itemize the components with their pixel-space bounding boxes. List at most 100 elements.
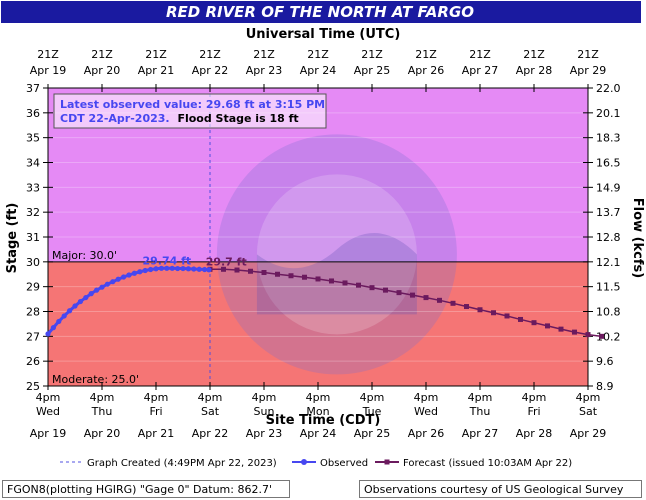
observed-point bbox=[191, 266, 197, 272]
forecast-point bbox=[329, 278, 334, 284]
observed-point bbox=[67, 308, 73, 314]
forecast-point bbox=[261, 270, 267, 276]
utc-tick-date: Apr 25 bbox=[354, 64, 391, 77]
cdt-tick-time: 4pm bbox=[36, 391, 61, 404]
cdt-tick-date: Apr 24 bbox=[300, 427, 337, 440]
cdt-tick-date: Apr 22 bbox=[192, 427, 229, 440]
cdt-tick-day: Thu bbox=[469, 405, 491, 418]
utc-tick-date: Apr 29 bbox=[570, 64, 607, 77]
cdt-tick-time: 4pm bbox=[144, 391, 169, 404]
data-label-forecast: 29.7 ft bbox=[206, 255, 247, 268]
observed-point bbox=[99, 284, 105, 290]
observed-point bbox=[126, 272, 132, 278]
forecast-point bbox=[221, 266, 226, 272]
flow-axis-title: Flow (kcfs) bbox=[630, 198, 645, 278]
stage-tick-label: 26 bbox=[26, 355, 40, 368]
forecast-point bbox=[288, 273, 294, 279]
observed-point bbox=[88, 291, 94, 297]
legend-observed-marker bbox=[301, 459, 307, 465]
stage-tick-label: 34 bbox=[26, 157, 40, 170]
cdt-tick-date: Apr 25 bbox=[354, 427, 391, 440]
utc-tick-date: Apr 21 bbox=[138, 64, 175, 77]
legend-observed: Observed bbox=[320, 458, 368, 469]
utc-tick-hour: 21Z bbox=[145, 48, 167, 61]
forecast-point bbox=[248, 268, 253, 274]
cdt-tick-day: Tue bbox=[362, 405, 382, 418]
forecast-point bbox=[599, 333, 604, 339]
observed-point bbox=[110, 279, 116, 285]
cdt-tick-date: Apr 23 bbox=[246, 427, 283, 440]
observed-point bbox=[142, 267, 148, 274]
stage-axis-title: Stage (ft) bbox=[5, 203, 20, 274]
observed-point bbox=[72, 303, 78, 309]
cdt-tick-day: Sat bbox=[579, 405, 598, 418]
cdt-tick-time: 4pm bbox=[252, 391, 277, 404]
utc-tick-date: Apr 28 bbox=[516, 64, 553, 77]
flow-tick-label: 12.8 bbox=[596, 231, 621, 244]
noaa-watermark-wave bbox=[256, 233, 417, 315]
forecast-point bbox=[234, 267, 240, 273]
stage-tick-label: 33 bbox=[26, 181, 40, 194]
cdt-tick-time: 4pm bbox=[414, 391, 439, 404]
utc-tick-hour: 21Z bbox=[361, 48, 383, 61]
cdt-tick-time: 4pm bbox=[576, 391, 601, 404]
flow-tick-label: 11.5 bbox=[596, 281, 621, 294]
forecast-point bbox=[545, 323, 550, 329]
observed-point bbox=[185, 266, 191, 272]
cdt-tick-date: Apr 29 bbox=[570, 427, 607, 440]
legend-graph-created: Graph Created (4:49PM Apr 22, 2023) bbox=[87, 458, 277, 469]
observed-point bbox=[131, 270, 137, 276]
utc-tick-hour: 21Z bbox=[199, 48, 221, 61]
cdt-axis-title: Site Time (CDT) bbox=[266, 413, 381, 428]
forecast-point bbox=[572, 329, 577, 335]
stage-tick-label: 27 bbox=[26, 330, 40, 343]
observed-date-text: CDT 22-Apr-2023. bbox=[60, 112, 170, 125]
noaa-watermark-outer bbox=[216, 134, 457, 375]
flow-tick-label: 20.1 bbox=[596, 107, 621, 120]
forecast-point bbox=[396, 290, 402, 296]
flow-tick-label: 10.2 bbox=[596, 330, 621, 343]
observed-point bbox=[45, 331, 51, 337]
cdt-tick-date: Apr 19 bbox=[30, 427, 67, 440]
stage-tick-label: 31 bbox=[26, 231, 40, 244]
utc-tick-hour: 21Z bbox=[523, 48, 545, 61]
stage-tick-label: 35 bbox=[26, 132, 40, 145]
legend: Graph Created (4:49PM Apr 22, 2023) Obser… bbox=[60, 458, 572, 469]
forecast-point bbox=[450, 300, 456, 306]
utc-tick-hour: 21Z bbox=[307, 48, 329, 61]
forecast-point bbox=[356, 282, 361, 288]
cdt-tick-date: Apr 27 bbox=[462, 427, 499, 440]
observed-point bbox=[94, 287, 100, 293]
cdt-tick-time: 4pm bbox=[468, 391, 493, 404]
cdt-tick-date: Apr 21 bbox=[138, 427, 175, 440]
forecast-point bbox=[369, 285, 375, 291]
stage-tick-label: 36 bbox=[26, 107, 40, 120]
forecast-point bbox=[531, 320, 537, 326]
utc-tick-date: Apr 20 bbox=[84, 64, 121, 77]
observed-point bbox=[77, 298, 83, 305]
utc-tick-date: Apr 26 bbox=[408, 64, 445, 77]
forecast-point bbox=[383, 287, 388, 293]
flow-tick-label: 16.5 bbox=[596, 157, 621, 170]
chart-title: RED RIVER OF THE NORTH AT FARGO bbox=[166, 3, 474, 21]
utc-tick-hour: 21Z bbox=[577, 48, 599, 61]
stage-tick-label: 25 bbox=[26, 380, 40, 393]
flood-stage-text: CDT 22-Apr-2023. Flood Stage is 18 ft bbox=[60, 112, 299, 125]
flow-tick-label: 8.9 bbox=[596, 380, 614, 393]
observed-point bbox=[56, 318, 62, 325]
observed-point bbox=[169, 265, 175, 271]
info-box bbox=[53, 93, 327, 129]
utc-tick-hour: 21Z bbox=[91, 48, 113, 61]
flow-tick-label: 10.8 bbox=[596, 306, 621, 319]
forecast-point bbox=[558, 326, 564, 332]
observations-credit: Observations courtesy of US Geological S… bbox=[359, 480, 642, 498]
flow-tick-label: 18.3 bbox=[596, 132, 621, 145]
cdt-tick-day: Sun bbox=[254, 405, 275, 418]
flow-tick-label: 22.0 bbox=[596, 82, 621, 95]
cdt-tick-time: 4pm bbox=[522, 391, 547, 404]
observed-point bbox=[121, 274, 127, 280]
observed-point bbox=[196, 266, 202, 272]
legend-forecast-marker bbox=[384, 459, 390, 465]
observed-point bbox=[148, 266, 154, 273]
cdt-tick-time: 4pm bbox=[90, 391, 115, 404]
